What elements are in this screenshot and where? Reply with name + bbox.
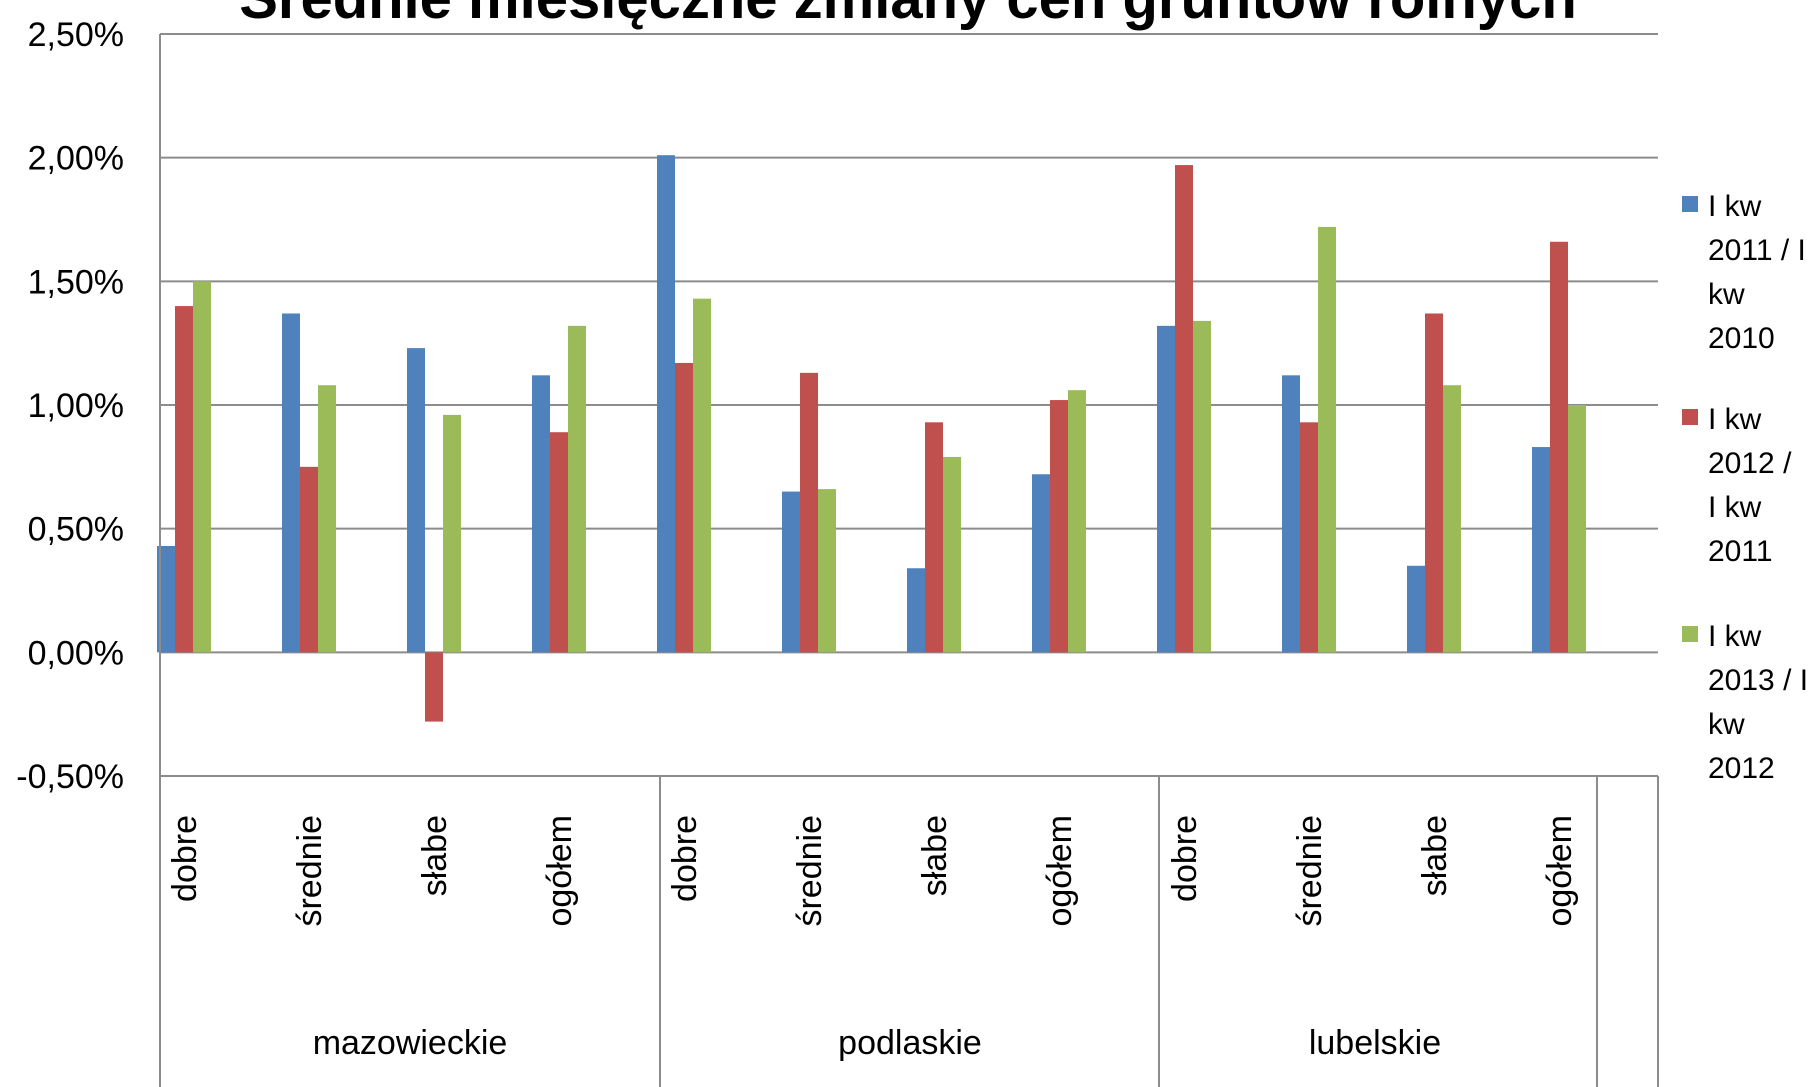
y-tick-label: 0,50% <box>28 511 124 549</box>
category-label: słabe <box>916 815 954 896</box>
bar <box>425 652 443 721</box>
bar <box>1157 326 1175 652</box>
bar <box>675 363 693 652</box>
legend-label: 2010 <box>1708 322 1775 355</box>
y-tick-label: 1,00% <box>28 387 124 425</box>
bar <box>1282 375 1300 652</box>
legend-label: 2013 / I <box>1708 664 1808 697</box>
legend-label: I kw <box>1708 491 1762 524</box>
bar <box>1443 385 1461 652</box>
bar <box>300 467 318 653</box>
legend-label: I kw <box>1708 620 1762 653</box>
bar <box>943 457 961 652</box>
y-tick-label: 2,00% <box>28 140 124 178</box>
bar <box>443 415 461 652</box>
bar <box>1568 405 1586 652</box>
category-label: ogółem <box>1541 815 1579 927</box>
bar <box>1318 227 1336 652</box>
bar <box>782 492 800 653</box>
category-label: słabe <box>1416 815 1454 896</box>
bar <box>1050 400 1068 652</box>
legend-label: kw <box>1708 708 1745 741</box>
group-label: mazowieckie <box>313 1024 508 1062</box>
bar <box>800 373 818 652</box>
group-label: lubelskie <box>1309 1024 1441 1062</box>
bar <box>568 326 586 652</box>
category-label: ogółem <box>1041 815 1079 927</box>
legend: I kw 2011 / I kw 2010 I kw 2012 / I kw 2011 I kw… <box>1682 190 1808 785</box>
bar <box>532 375 550 652</box>
bar <box>907 568 925 652</box>
category-label: słabe <box>416 815 454 896</box>
legend-label: 2011 <box>1708 535 1773 568</box>
bar <box>1032 474 1050 652</box>
legend-label: 2012 / <box>1708 447 1792 480</box>
bar <box>1193 321 1211 652</box>
bar <box>925 422 943 652</box>
bar <box>1532 447 1550 652</box>
chart-title: Średnie miesięczne zmiany cen gruntów ro… <box>239 0 1577 31</box>
bar <box>1300 422 1318 652</box>
category-label: dobre <box>1166 815 1204 902</box>
y-axis-tick-labels: 2,50% 2,00% 1,50% 1,00% 0,50% 0,00% -0,50% <box>16 16 124 796</box>
bar <box>282 313 300 652</box>
legend-swatch <box>1682 409 1698 425</box>
bar <box>1068 390 1086 652</box>
bar <box>550 432 568 652</box>
bar <box>1175 165 1193 652</box>
category-label: dobre <box>166 815 204 902</box>
legend-swatch <box>1682 196 1698 212</box>
bar <box>407 348 425 652</box>
category-label: średnie <box>1291 815 1329 927</box>
category-label: średnie <box>291 815 329 927</box>
legend-swatch <box>1682 626 1698 642</box>
legend-label: I kw <box>1708 403 1762 436</box>
bar <box>193 281 211 652</box>
category-label: średnie <box>791 815 829 927</box>
y-tick-label: 2,50% <box>28 16 124 54</box>
legend-label: kw <box>1708 278 1745 311</box>
bars <box>157 155 1586 721</box>
bar <box>818 489 836 652</box>
bar <box>657 155 675 652</box>
legend-label: 2011 / I <box>1708 234 1806 267</box>
bar <box>1425 313 1443 652</box>
category-label: ogółem <box>541 815 579 927</box>
group-label: podlaskie <box>838 1024 982 1062</box>
bar <box>693 299 711 653</box>
y-tick-label: 1,50% <box>28 263 124 301</box>
y-tick-label: -0,50% <box>16 758 124 796</box>
category-label: dobre <box>666 815 704 902</box>
legend-label: 2012 <box>1708 752 1775 785</box>
y-tick-label: 0,00% <box>28 634 124 672</box>
bar <box>175 306 193 652</box>
bar <box>1550 242 1568 653</box>
legend-label: I kw <box>1708 190 1762 223</box>
bar <box>1407 566 1425 653</box>
bar <box>318 385 336 652</box>
